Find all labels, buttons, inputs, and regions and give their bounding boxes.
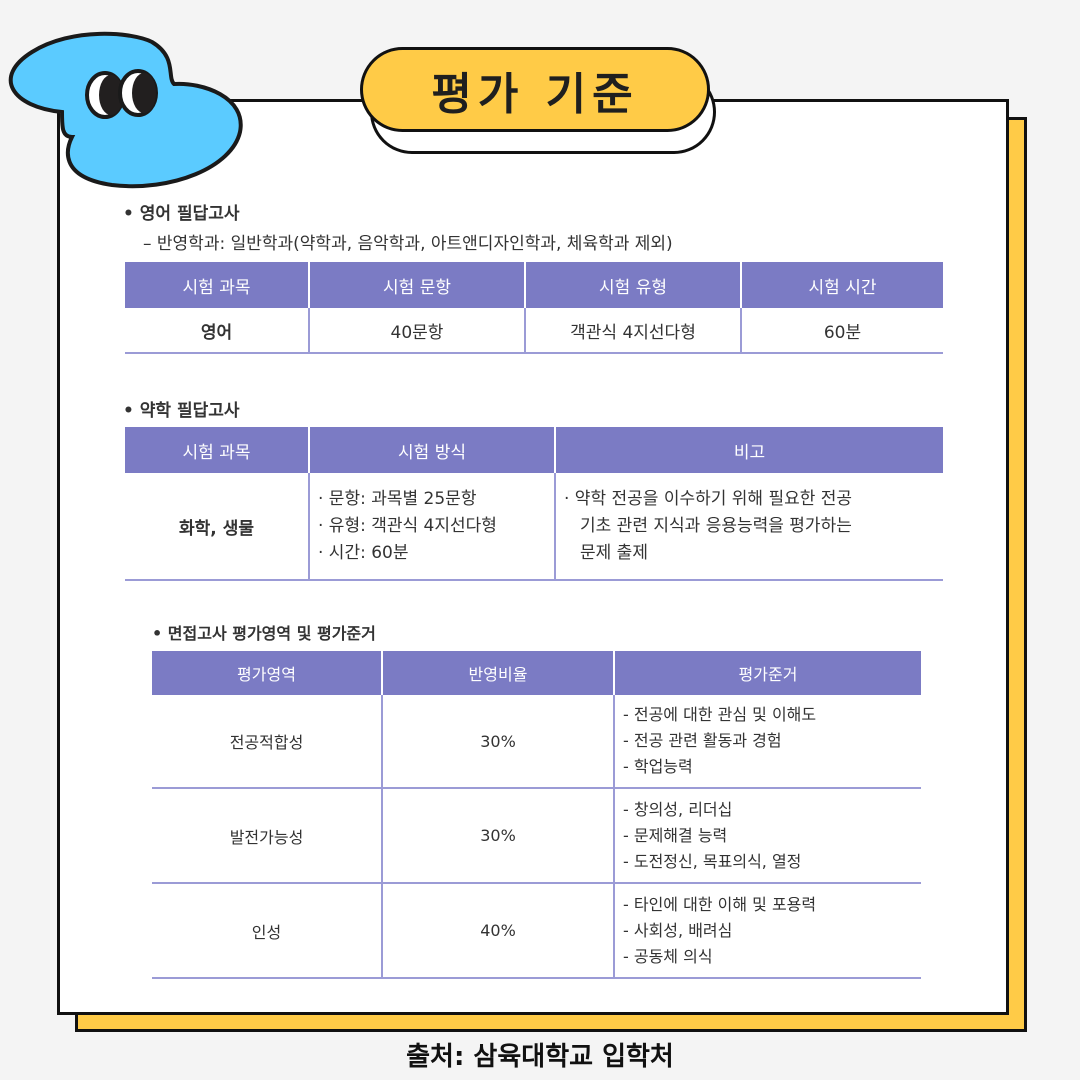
header-cell: 시험 과목 bbox=[125, 427, 310, 473]
interview-heading: • 면접고사 평가영역 및 평가준거 bbox=[152, 624, 376, 643]
pharmacy-exam-table: 시험 과목 시험 방식 비고 화학, 생물 · 문항: 과목별 25문항 · 유… bbox=[125, 427, 943, 581]
criteria-line: - 타인에 대한 이해 및 포용력 bbox=[623, 894, 817, 914]
method-line: · 유형: 객관식 4지선다형 bbox=[318, 515, 497, 536]
method-cell: · 문항: 과목별 25문항 · 유형: 객관식 4지선다형 · 시간: 60분 bbox=[308, 473, 556, 581]
pharmacy-heading: • 약학 필답고사 bbox=[123, 401, 240, 421]
english-note: – 반영학과: 일반학과(약학과, 음악학과, 아트앤디자인학과, 체육학과 제… bbox=[143, 234, 673, 254]
cell: 전공적합성 bbox=[152, 695, 383, 789]
criteria-line: - 창의성, 리더십 bbox=[623, 799, 733, 819]
cell: 40% bbox=[381, 883, 615, 979]
header-cell: 시험 시간 bbox=[740, 262, 943, 308]
criteria-line: - 공동체 의식 bbox=[623, 946, 713, 966]
header-cell: 반영비율 bbox=[381, 651, 615, 695]
criteria-line: - 전공에 대한 관심 및 이해도 bbox=[623, 705, 817, 724]
remark-cell: · 약학 전공을 이수하기 위해 필요한 전공 기초 관련 지식과 응용능력을 … bbox=[554, 473, 943, 581]
cell: 60분 bbox=[740, 308, 943, 354]
source-caption: 출처: 삼육대학교 입학처 bbox=[406, 1042, 674, 1072]
criteria-cell: - 창의성, 리더십 - 문제해결 능력 - 도전정신, 목표의식, 열정 bbox=[613, 788, 921, 884]
english-exam-table: 시험 과목 시험 문항 시험 유형 시험 시간 영어 40문항 객관식 4지선다… bbox=[125, 262, 943, 354]
header-cell: 비고 bbox=[554, 427, 943, 473]
header-cell: 시험 방식 bbox=[308, 427, 556, 473]
cell: 발전가능성 bbox=[152, 788, 383, 884]
header-cell: 평가영역 bbox=[152, 651, 383, 695]
cell: 30% bbox=[381, 788, 615, 884]
mascot-blob-icon bbox=[8, 31, 243, 189]
method-line: · 문항: 과목별 25문항 bbox=[318, 488, 477, 509]
remark-line: 문제 출제 bbox=[580, 542, 648, 563]
criteria-cell: - 타인에 대한 이해 및 포용력 - 사회성, 배려심 - 공동체 의식 bbox=[613, 883, 921, 979]
cell: 인성 bbox=[152, 883, 383, 979]
header-cell: 시험 문항 bbox=[308, 262, 526, 308]
criteria-cell: - 전공에 대한 관심 및 이해도 - 전공 관련 활동과 경험 - 학업능력 bbox=[613, 695, 921, 789]
remark-line: 기초 관련 지식과 응용능력을 평가하는 bbox=[580, 515, 852, 536]
cell: 화학, 생물 bbox=[125, 473, 310, 581]
table-row: 전공적합성 30% - 전공에 대한 관심 및 이해도 - 전공 관련 활동과 … bbox=[152, 695, 921, 789]
criteria-line: - 학업능력 bbox=[623, 757, 693, 776]
cell: 40문항 bbox=[308, 308, 526, 354]
table-row: 인성 40% - 타인에 대한 이해 및 포용력 - 사회성, 배려심 - 공동… bbox=[152, 883, 921, 979]
criteria-line: - 문제해결 능력 bbox=[623, 825, 728, 845]
header-cell: 시험 유형 bbox=[524, 262, 742, 308]
remark-line: · 약학 전공을 이수하기 위해 필요한 전공 bbox=[564, 488, 853, 509]
criteria-line: - 도전정신, 목표의식, 열정 bbox=[623, 851, 802, 871]
table-row: 발전가능성 30% - 창의성, 리더십 - 문제해결 능력 - 도전정신, 목… bbox=[152, 788, 921, 884]
cell: 객관식 4지선다형 bbox=[524, 308, 742, 354]
cell: 영어 bbox=[125, 308, 310, 354]
cell: 30% bbox=[381, 695, 615, 789]
method-line: · 시간: 60분 bbox=[318, 542, 409, 563]
page-title: 평가 기준 bbox=[360, 47, 710, 132]
interview-table: 평가영역 반영비율 평가준거 전공적합성 30% - 전공에 대한 관심 및 이… bbox=[152, 651, 921, 979]
criteria-line: - 전공 관련 활동과 경험 bbox=[623, 731, 782, 750]
english-heading: • 영어 필답고사 bbox=[123, 204, 240, 224]
header-cell: 시험 과목 bbox=[125, 262, 310, 308]
header-cell: 평가준거 bbox=[613, 651, 921, 695]
criteria-line: - 사회성, 배려심 bbox=[623, 920, 733, 940]
